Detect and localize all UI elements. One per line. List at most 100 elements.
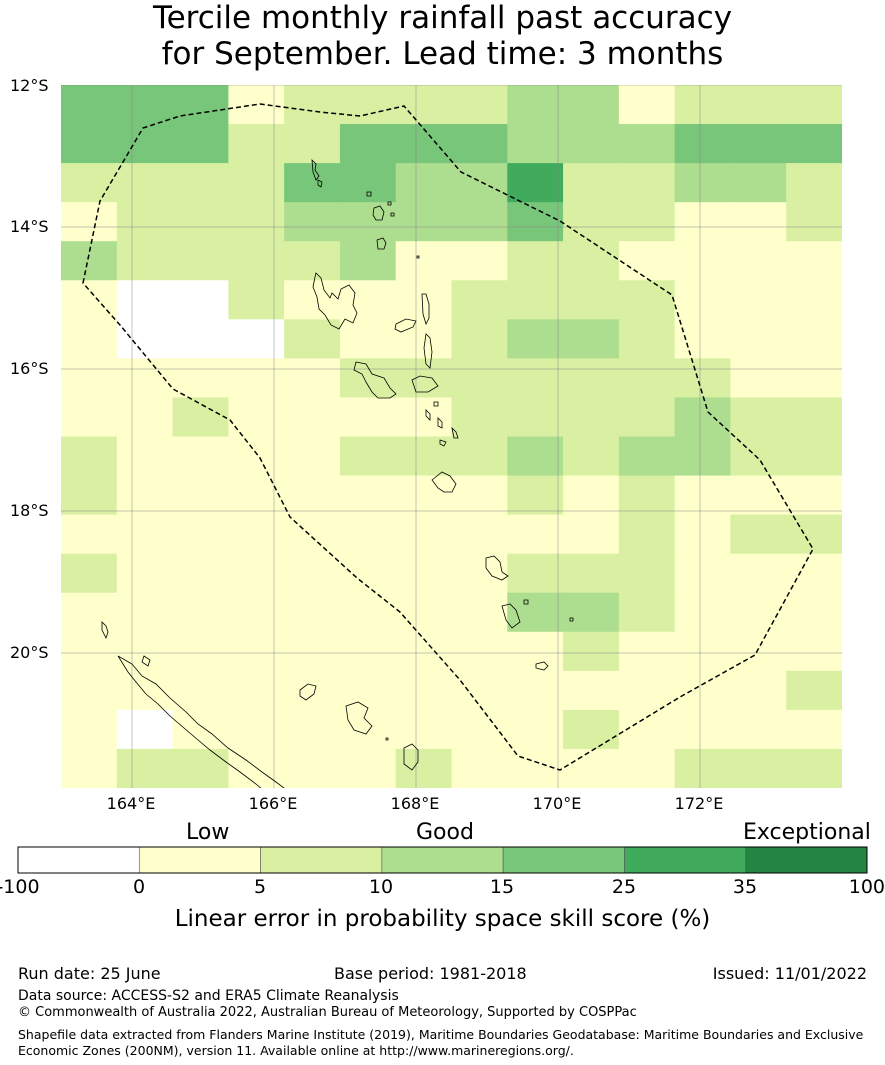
skill-cell bbox=[228, 592, 285, 633]
skill-cell bbox=[172, 475, 229, 516]
colorbar-tick: 35 bbox=[732, 876, 758, 898]
skill-cell bbox=[116, 85, 174, 125]
skill-cell bbox=[172, 514, 229, 555]
island-coastlines bbox=[101, 158, 574, 788]
skill-cell bbox=[786, 85, 842, 125]
skill-cell bbox=[451, 748, 508, 788]
skill-cell bbox=[61, 631, 118, 672]
colorbar-tick: 25 bbox=[611, 876, 637, 898]
skill-cell bbox=[507, 280, 564, 320]
skill-cell bbox=[451, 280, 508, 320]
skill-cell bbox=[395, 592, 452, 633]
skill-cell bbox=[674, 124, 731, 164]
colorbar-swatch bbox=[260, 846, 383, 874]
skill-cell bbox=[730, 319, 787, 359]
skill-grid-cells bbox=[61, 85, 842, 788]
skill-cell bbox=[284, 475, 341, 516]
skill-cell bbox=[339, 436, 397, 477]
skill-cell bbox=[674, 553, 731, 594]
skill-cell bbox=[395, 631, 452, 672]
category-low: Low bbox=[186, 820, 230, 845]
skill-cell bbox=[674, 358, 731, 398]
skill-cell bbox=[730, 553, 787, 594]
lat-label-16s: 16°S bbox=[10, 359, 49, 378]
skill-cell bbox=[563, 670, 620, 711]
colorbar-swatch bbox=[381, 846, 504, 874]
skill-cell bbox=[172, 163, 229, 203]
skill-cell bbox=[228, 709, 285, 750]
skill-cell bbox=[563, 631, 620, 672]
skill-cell bbox=[674, 592, 731, 633]
skill-cell bbox=[61, 436, 118, 477]
skill-cell bbox=[339, 241, 397, 281]
skill-cell bbox=[674, 163, 731, 203]
skill-cell bbox=[451, 241, 508, 281]
colorbar-swatch bbox=[502, 846, 625, 874]
chart-title: Tercile monthly rainfall past accuracy f… bbox=[0, 0, 885, 72]
skill-cell bbox=[730, 358, 787, 398]
skill-cell bbox=[395, 475, 452, 516]
skill-cell bbox=[563, 553, 620, 594]
skill-cell bbox=[507, 124, 564, 164]
skill-cell bbox=[451, 709, 508, 750]
title-line-2: for September. Lead time: 3 months bbox=[161, 36, 724, 72]
skill-cell bbox=[61, 202, 118, 242]
skill-cell bbox=[563, 319, 620, 359]
skill-cell bbox=[395, 709, 452, 750]
lat-label-18s: 18°S bbox=[10, 501, 49, 520]
skill-cell bbox=[563, 202, 620, 242]
skill-cell bbox=[451, 85, 508, 125]
skill-cell bbox=[116, 514, 174, 555]
skill-cell bbox=[507, 631, 564, 672]
skill-cell bbox=[395, 280, 452, 320]
colorbar-tick: 15 bbox=[489, 876, 515, 898]
skill-cell bbox=[284, 280, 341, 320]
run-date: Run date: 25 June bbox=[18, 964, 161, 983]
skill-cell bbox=[563, 748, 620, 788]
skill-cell bbox=[395, 670, 452, 711]
skill-cell bbox=[674, 436, 731, 477]
skill-cell bbox=[563, 397, 620, 437]
category-exceptional: Exceptional bbox=[743, 820, 871, 845]
skill-cell bbox=[674, 397, 731, 437]
skill-cell bbox=[172, 397, 229, 437]
skill-cell bbox=[730, 124, 787, 164]
skill-cell bbox=[674, 319, 731, 359]
skill-cell bbox=[451, 124, 508, 164]
lon-label-172e: 172°E bbox=[674, 794, 724, 813]
copyright: © Commonwealth of Australia 2022, Austra… bbox=[18, 1005, 637, 1020]
skill-cell bbox=[172, 202, 229, 242]
skill-cell bbox=[618, 163, 676, 203]
colorbar-label: Linear error in probability space skill … bbox=[174, 906, 711, 932]
lat-label-12s: 12°S bbox=[10, 76, 49, 95]
skill-cell bbox=[172, 670, 229, 711]
skill-cell bbox=[61, 709, 118, 750]
skill-cell bbox=[116, 670, 174, 711]
skill-cell bbox=[228, 514, 285, 555]
skill-cell bbox=[228, 202, 285, 242]
skill-cell bbox=[61, 124, 118, 164]
skill-cell bbox=[284, 514, 341, 555]
colorbar-swatch bbox=[745, 846, 868, 874]
skill-cell bbox=[284, 709, 341, 750]
skill-cell bbox=[507, 397, 564, 437]
skill-cell bbox=[451, 319, 508, 359]
skill-cell bbox=[284, 124, 341, 164]
skill-cell bbox=[116, 436, 174, 477]
skill-cell bbox=[61, 280, 118, 320]
colorbar-tick: 10 bbox=[368, 876, 394, 898]
skill-cell bbox=[228, 475, 285, 516]
skill-cell bbox=[172, 436, 229, 477]
skill-cell bbox=[507, 85, 564, 125]
skill-cell bbox=[339, 319, 397, 359]
skill-cell bbox=[730, 202, 787, 242]
colorbar-tick: -100 bbox=[0, 876, 40, 898]
skill-cell bbox=[116, 553, 174, 594]
skill-cell bbox=[618, 436, 676, 477]
skill-cell bbox=[339, 397, 397, 437]
skill-cell bbox=[61, 553, 118, 594]
skill-cell bbox=[674, 709, 731, 750]
skill-cell bbox=[339, 358, 397, 398]
skill-cell bbox=[674, 280, 731, 320]
skill-cell bbox=[339, 202, 397, 242]
